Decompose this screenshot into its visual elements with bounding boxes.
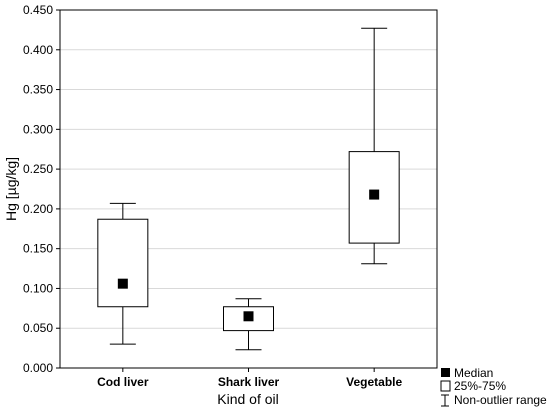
- y-tick-label: 0.100: [23, 281, 53, 295]
- legend-range-label: Non-outlier range: [454, 393, 547, 407]
- y-axis: 0.000 0.050 0.100 0.150 0.200 0.250 0.300 0.350…: [23, 3, 60, 375]
- y-tick-label: 0.050: [23, 321, 53, 335]
- y-tick-label: 0.450: [23, 3, 53, 17]
- legend-box-label: 25%-75%: [454, 379, 506, 393]
- box-shark-liver: [223, 298, 274, 351]
- box-series: [97, 27, 400, 351]
- y-tick-label: 0.000: [23, 361, 53, 375]
- y-axis-title: Hg [µg/kg]: [3, 157, 19, 221]
- legend-median-symbol: [441, 368, 450, 377]
- median-marker: [243, 311, 254, 322]
- legend-whisker-symbol: [441, 394, 449, 407]
- y-tick-label: 0.300: [23, 122, 53, 136]
- box-cod-liver: [97, 202, 149, 345]
- median-marker: [369, 189, 380, 200]
- iqr-box: [97, 218, 149, 308]
- legend-median-label: Median: [454, 366, 493, 380]
- y-tick-label: 0.200: [23, 202, 53, 216]
- legend: Median 25%-75% Non-outlier range: [440, 366, 547, 407]
- x-axis: Cod liver Shark liver Vegetable: [97, 368, 403, 389]
- box-vegetable: [348, 27, 400, 265]
- legend-box-symbol: [440, 380, 451, 392]
- y-tick-label: 0.400: [23, 43, 53, 57]
- y-tick-label: 0.350: [23, 83, 53, 97]
- x-tick-label: Vegetable: [346, 375, 402, 389]
- x-axis-title: Kind of oil: [217, 391, 278, 407]
- y-tick-label: 0.250: [23, 162, 53, 176]
- y-tick-label: 0.150: [23, 242, 53, 256]
- x-tick-label: Cod liver: [97, 375, 149, 389]
- median-marker: [117, 278, 128, 289]
- x-tick-label: Shark liver: [218, 375, 280, 389]
